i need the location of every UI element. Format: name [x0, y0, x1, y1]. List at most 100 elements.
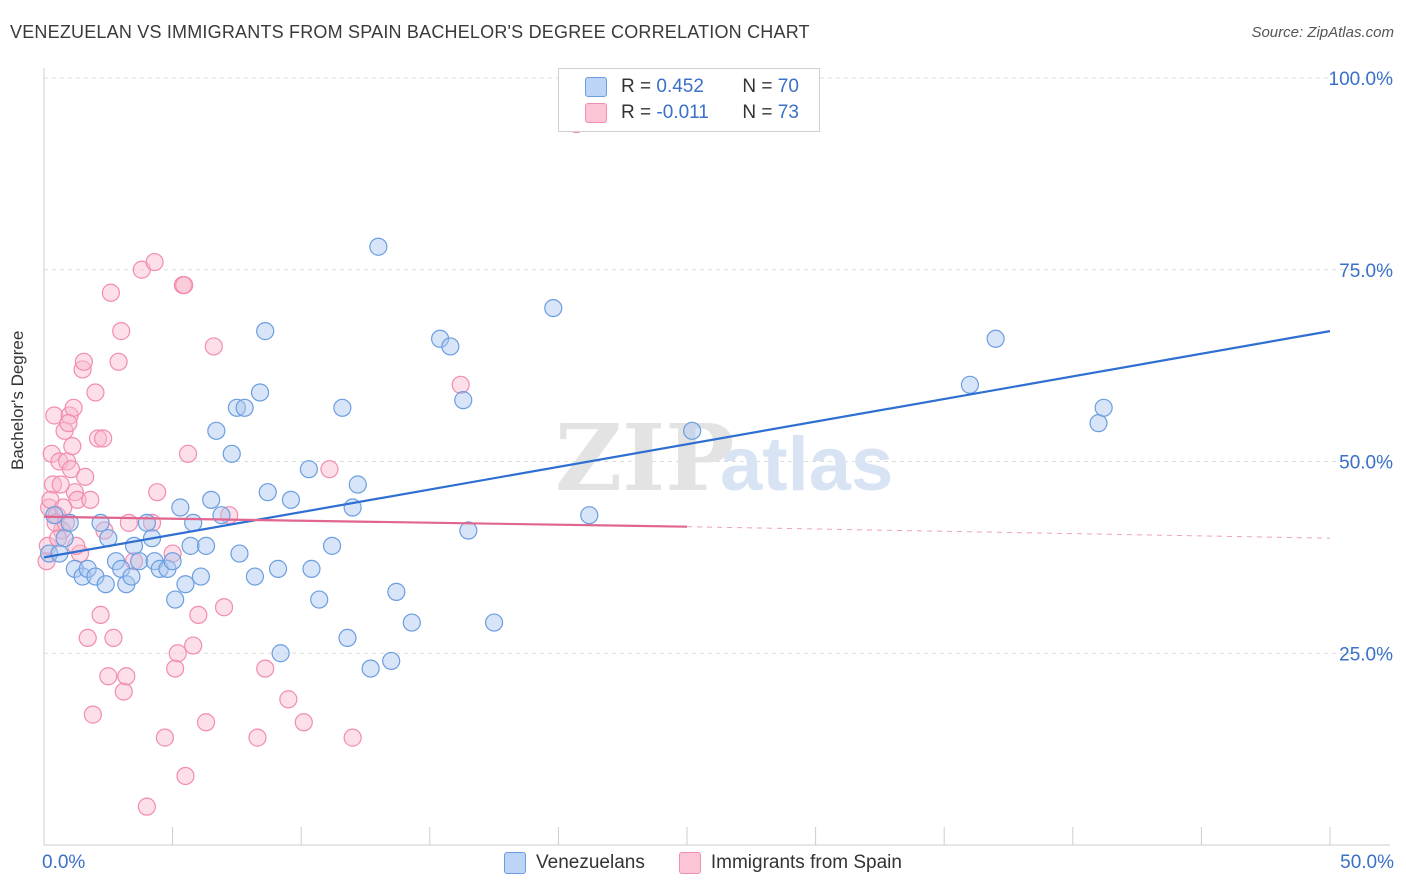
spain-point-40	[148, 483, 167, 502]
spain-point-19	[76, 467, 95, 486]
venezuelans-point-51	[348, 475, 367, 494]
spain-point-52	[214, 598, 234, 617]
venezuelans-point-53	[369, 237, 388, 256]
venezuelans-n-value: 70	[777, 76, 799, 97]
spain-point-65	[49, 529, 68, 548]
venezuelans-n-label: N =	[742, 76, 773, 97]
venezuelans-point-24	[171, 498, 190, 517]
venezuelans-point-41	[268, 559, 288, 578]
watermark-zip: ZIP	[555, 404, 734, 512]
watermark-atlas: atlas	[720, 422, 893, 507]
spain-point-46	[176, 766, 195, 786]
venezuelans-point-39	[256, 322, 275, 341]
spain-point-18	[74, 352, 93, 371]
venezuelans-point-27	[184, 513, 203, 532]
y-tick-label-25: 25.0%	[1339, 644, 1393, 665]
legend-item-venezuelans[interactable]: Venezuelans	[504, 852, 645, 874]
spain-point-31	[112, 322, 131, 341]
spain-point-50	[196, 713, 216, 732]
series-legend: Venezuelans Immigrants from Spain	[0, 852, 1406, 874]
venezuelans-point-34	[227, 398, 246, 417]
venezuelans-point-40	[258, 483, 277, 502]
venezuelans-point-25	[176, 575, 195, 594]
venezuelans-point-14	[122, 567, 141, 586]
spain-point-23	[86, 383, 105, 402]
venezuelans-point-46	[310, 590, 329, 609]
spain-point-48	[184, 636, 203, 655]
venezuelans-point-66	[986, 329, 1005, 348]
venezuelans-point-44	[299, 460, 319, 479]
venezuelans-point-49	[338, 628, 357, 648]
venezuelans-point-45	[302, 559, 321, 578]
venezuelans-r-label: R =	[621, 76, 652, 97]
spain-point-12	[63, 437, 82, 456]
chart-title: VENEZUELAN VS IMMIGRANTS FROM SPAIN BACH…	[10, 22, 810, 42]
spain-point-33	[117, 667, 136, 686]
spain-swatch	[585, 103, 607, 123]
venezuelans-point-60	[459, 521, 478, 540]
spain-point-66	[51, 475, 70, 494]
spain-point-39	[145, 252, 164, 272]
spain-point-71	[175, 275, 194, 295]
spain-point-2	[42, 444, 61, 463]
y-tick-labels: 25.0% 50.0% 75.0% 100.0%	[1329, 69, 1394, 665]
venezuelans-point-33	[222, 444, 241, 463]
spain-n-label: N =	[742, 102, 773, 123]
spain-point-64	[46, 513, 65, 532]
spain-point-56	[279, 690, 298, 709]
venezuelans-point-61	[485, 613, 504, 632]
spain-point-43	[166, 659, 185, 678]
venezuelans-point-38	[250, 383, 270, 402]
legend-label-venezuelans: Venezuelans	[536, 852, 645, 873]
stats-row-spain: R = -0.011 N = 73	[585, 101, 799, 125]
spain-point-44	[168, 644, 187, 663]
spain-point-3	[43, 475, 63, 494]
venezuelans-point-32	[212, 506, 231, 525]
venezuelans-point-57	[430, 329, 450, 348]
venezuelans-point-42	[271, 644, 290, 663]
venezuelans-point-8	[86, 567, 105, 586]
venezuelans-trend-line	[43, 330, 1331, 559]
legend-item-spain[interactable]: Immigrants from Spain	[678, 852, 902, 874]
venezuelans-point-64	[683, 421, 702, 440]
spain-point-29	[104, 628, 123, 648]
spain-point-69	[59, 414, 78, 433]
spain-point-60	[451, 375, 470, 394]
venezuelans-point-69	[96, 575, 115, 594]
venezuelans-point-29	[196, 536, 216, 555]
venezuelans-point-7	[78, 559, 97, 578]
venezuelans-point-58	[441, 337, 460, 356]
spain-point-17	[73, 360, 92, 379]
venezuelans-point-63	[580, 506, 599, 525]
spain-point-4	[45, 406, 64, 425]
spain-point-26	[94, 429, 113, 448]
spain-point-11	[61, 460, 81, 479]
venezuelans-swatch	[585, 77, 607, 97]
legend-label-spain: Immigrants from Spain	[710, 852, 902, 873]
venezuelans-point-55	[387, 582, 406, 601]
spain-point-51	[204, 337, 223, 356]
venezuelans-point-59	[454, 391, 473, 410]
spain-point-20	[78, 628, 97, 648]
series-venezuelans-points	[40, 237, 1113, 678]
venezuelans-point-62	[544, 299, 563, 318]
venezuelans-point-48	[333, 398, 352, 417]
y-tick-label-100: 100.0%	[1329, 69, 1394, 90]
spain-point-58	[320, 460, 339, 479]
venezuelans-point-3	[55, 529, 74, 548]
spain-point-59	[343, 728, 362, 747]
y-axis-title: Bachelor's Degree	[8, 330, 27, 470]
venezuelans-point-56	[402, 613, 421, 632]
venezuelans-point-16	[130, 552, 149, 571]
stats-legend: R = 0.452 N = 70 R = -0.011 N = 73	[558, 68, 820, 132]
source-credit: Source: ZipAtlas.com	[1251, 24, 1394, 41]
gridlines	[44, 77, 1390, 654]
spain-point-49	[189, 605, 208, 625]
spain-trend-extension	[686, 526, 1331, 539]
venezuelans-point-52	[361, 659, 380, 678]
venezuelans-point-68	[1094, 398, 1113, 417]
stats-row-venezuelans: R = 0.452 N = 70	[585, 75, 799, 99]
venezuelans-point-47	[322, 536, 342, 555]
